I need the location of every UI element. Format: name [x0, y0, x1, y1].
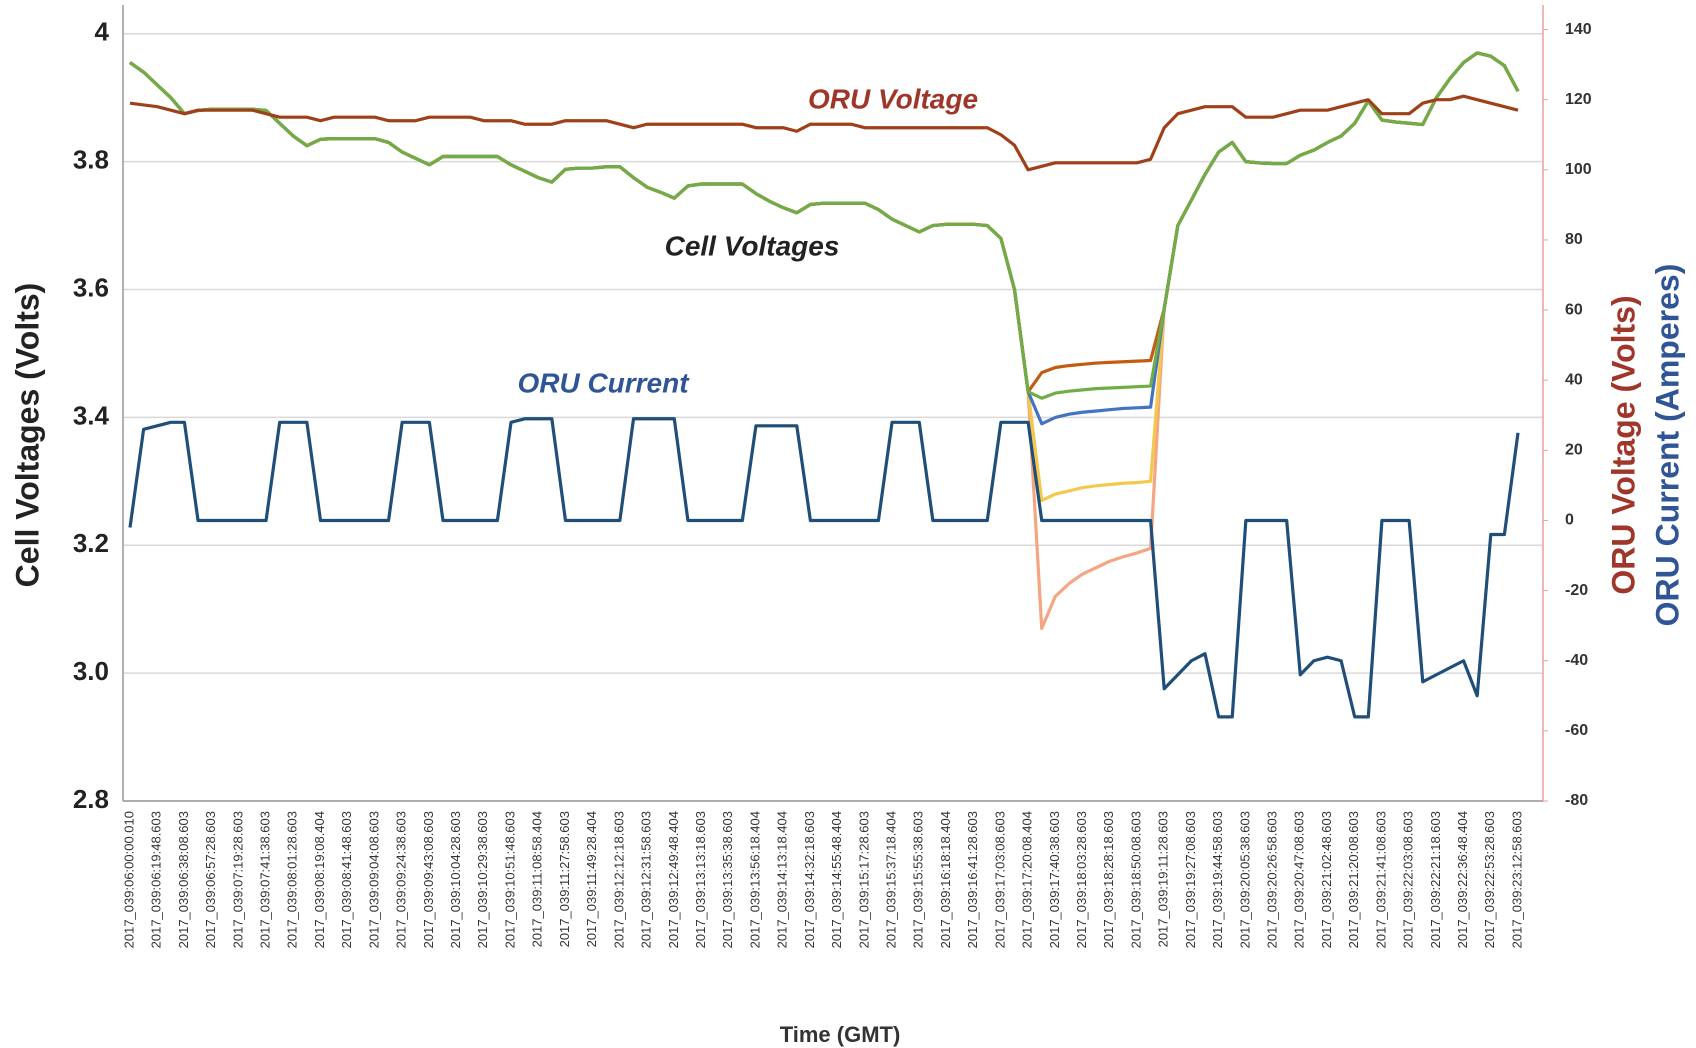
- x-tick-label: 2017_039:18:50:08.603: [1128, 811, 1143, 948]
- x-tick-label: 2017_039:14:32:18.603: [802, 811, 817, 948]
- x-tick-label: 2017_039:11:08:58.404: [530, 811, 545, 947]
- x-tick-label: 2017_039:22:36:48.404: [1455, 811, 1470, 948]
- x-tick-label: 2017_039:08:41:48.603: [339, 811, 354, 948]
- x-tick-label: 2017_039:11:27:58.603: [557, 811, 572, 947]
- x-tick-label: 2017_039:13:13:18.603: [693, 811, 708, 948]
- y2-tick-label: 40: [1565, 371, 1583, 388]
- y-tick-label: 3.2: [73, 528, 109, 558]
- y2-axis-title: ORU Current (Amperes): [1649, 264, 1685, 627]
- annotation: ORU Current: [517, 367, 690, 398]
- x-tick-label: 2017_039:23:12:58.603: [1509, 811, 1524, 948]
- x-tick-label: 2017_039:19:44:58.603: [1210, 811, 1225, 948]
- x-tick-label: 2017_039:14:55:48.404: [829, 811, 844, 948]
- x-tick-label: 2017_039:10:29:38.603: [475, 811, 490, 948]
- x-tick-label: 2017_039:07:19:28.603: [230, 811, 245, 948]
- y2-tick-label: 20: [1565, 442, 1583, 459]
- x-tick-label: 2017_039:12:31:58.603: [639, 811, 654, 948]
- x-tick-label: 2017_039:12:12:18.603: [611, 811, 626, 948]
- x-tick-label: 2017_039:06:57:28.603: [203, 811, 218, 948]
- x-tick-label: 2017_039:10:51:48.603: [502, 811, 517, 948]
- y2-tick-label: 60: [1565, 301, 1583, 318]
- annotation: Cell Voltages: [665, 230, 840, 261]
- y2-axis-title: ORU Voltage (Volts): [1605, 295, 1641, 594]
- y2-tick-label: 120: [1565, 91, 1592, 108]
- x-tick-label: 2017_039:12:49:48.404: [666, 811, 681, 948]
- y2-tick-label: 0: [1565, 512, 1574, 529]
- grid: [123, 29, 1548, 802]
- x-tick-label: 2017_039:22:53:28.603: [1482, 811, 1497, 948]
- y2-tick-label: 140: [1565, 21, 1592, 38]
- plot-lines: [128, 51, 1520, 719]
- y-axis-title: Cell Voltages (Volts): [9, 283, 45, 588]
- x-tick-label: 2017_039:10:04:28.603: [448, 811, 463, 948]
- y-tick-label: 3.8: [73, 145, 109, 175]
- tick-labels: 2.8 3.0 3.2 3.4 3.6 3.8 4 -80 -60 -40 -20 0 20 40 60 80…: [73, 17, 1592, 949]
- x-tick-label: 2017_039:13:35:38.603: [720, 811, 735, 948]
- x-tick-label: 2017_039:20:47:08.603: [1292, 811, 1307, 948]
- x-tick-label: 2017_039:09:24:38.603: [394, 811, 409, 948]
- y2-tick-label: -20: [1565, 582, 1588, 599]
- x-tick-label: 2017_039:11:49:28.404: [584, 811, 599, 947]
- x-tick-label: 2017_039:06:19:48.603: [149, 811, 164, 948]
- x-tick-label: 2017_039:17:20:08.404: [1020, 811, 1035, 948]
- x-tick-label: 2017_039:15:37:18.404: [883, 811, 898, 948]
- y-tick-label: 2.8: [73, 784, 109, 814]
- x-tick-label: 2017_039:15:17:28.603: [856, 811, 871, 948]
- x-tick-label: 2017_039:08:01:28.603: [285, 811, 300, 948]
- x-tick-label: 2017_039:06:38:08.603: [176, 811, 191, 948]
- x-tick-label: 2017_039:22:03:08.603: [1401, 811, 1416, 948]
- y-tick-label: 4: [95, 17, 110, 47]
- x-tick-label: 2017_039:13:56:18.404: [747, 811, 762, 948]
- x-tick-label: 2017_039:09:43:08.603: [421, 811, 436, 948]
- x-tick-label: 2017_039:22:21:18.603: [1428, 811, 1443, 948]
- series-line: [129, 94, 1519, 172]
- x-tick-label: 2017_039:06:00:00.010: [121, 811, 136, 948]
- x-tick-label: 2017_039:19:27:08.603: [1183, 811, 1198, 948]
- x-tick-label: 2017_039:21:20:08.603: [1346, 811, 1361, 948]
- x-tick-label: 2017_039:07:41:38.603: [258, 811, 273, 948]
- x-tick-label: 2017_039:21:02:48.603: [1319, 811, 1334, 948]
- series-line: [128, 417, 1520, 719]
- y2-tick-label: -40: [1565, 652, 1588, 669]
- y2-tick-label: 80: [1565, 231, 1583, 248]
- x-tick-label: 2017_039:17:40:38.603: [1047, 811, 1062, 948]
- x-tick-label: 2017_039:17:03:08.603: [992, 811, 1007, 948]
- x-tick-label: 2017_039:15:55:38.603: [911, 811, 926, 948]
- series-line: [129, 51, 1520, 400]
- x-tick-label: 2017_039:18:28:18.603: [1101, 811, 1116, 948]
- y2-tick-label: -80: [1565, 792, 1588, 809]
- x-tick-label: 2017_039:21:41:08.603: [1373, 811, 1388, 948]
- x-tick-label: 2017_039:14:13:18.404: [775, 811, 790, 948]
- series-line: [129, 51, 1520, 503]
- y2-tick-label: -60: [1565, 722, 1588, 739]
- x-tick-label: 2017_039:09:04:08.603: [366, 811, 381, 948]
- y-tick-label: 3.0: [73, 656, 109, 686]
- x-tick-label: 2017_039:18:03:28.603: [1074, 811, 1089, 948]
- x-tick-label: 2017_039:16:18:18.404: [938, 811, 953, 948]
- x-tick-label: 2017_039:16:41:28.603: [965, 811, 980, 948]
- y2-tick-label: 100: [1565, 161, 1592, 178]
- x-tick-label: 2017_039:20:05:38.603: [1237, 811, 1252, 948]
- x-tick-label: 2017_039:08:19:08.404: [312, 811, 327, 948]
- x-tick-label: 2017_039:20:26:58.603: [1264, 811, 1279, 948]
- y-tick-label: 3.6: [73, 272, 109, 302]
- x-tick-label: 2017_039:19:11:28.603: [1156, 811, 1171, 947]
- y-tick-label: 3.4: [73, 400, 110, 430]
- annotation: ORU Voltage: [808, 83, 978, 114]
- x-axis-title: Time (GMT): [780, 1022, 901, 1047]
